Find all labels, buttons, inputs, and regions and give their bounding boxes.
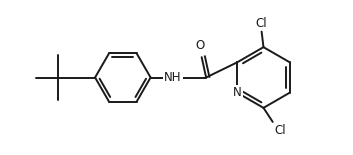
Text: Cl: Cl <box>256 17 268 30</box>
Text: N: N <box>233 86 241 99</box>
Text: NH: NH <box>164 71 181 84</box>
Text: O: O <box>195 39 204 52</box>
Text: Cl: Cl <box>275 124 286 137</box>
